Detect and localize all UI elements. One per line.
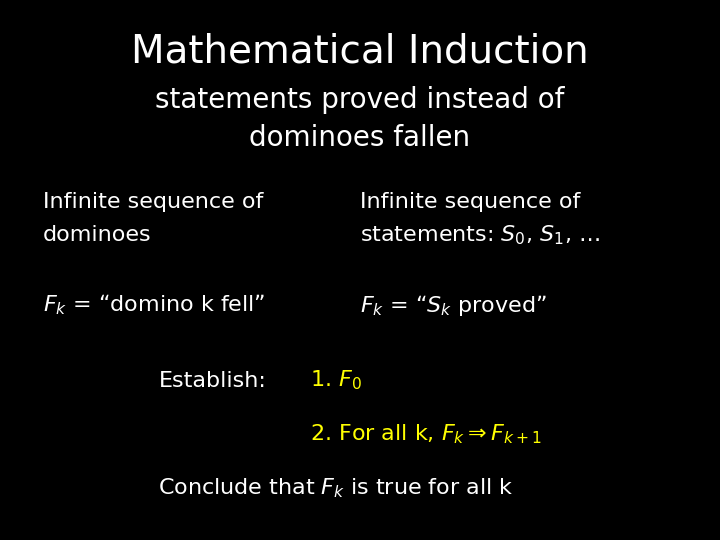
Text: Conclude that $F_k$ is true for all k: Conclude that $F_k$ is true for all k [158,477,514,501]
Text: Mathematical Induction: Mathematical Induction [131,32,589,70]
Text: Infinite sequence of: Infinite sequence of [43,192,264,213]
Text: Establish:: Establish: [158,370,266,391]
Text: Infinite sequence of: Infinite sequence of [360,192,580,213]
Text: $F_k$ = “$S_k$ proved”: $F_k$ = “$S_k$ proved” [360,293,547,318]
Text: $F_k$ = “domino k fell”: $F_k$ = “domino k fell” [43,293,266,318]
Text: 2. For all k, $F_k \Rightarrow F_{k+1}$: 2. For all k, $F_k \Rightarrow F_{k+1}$ [310,423,541,447]
Text: dominoes fallen: dominoes fallen [249,124,471,152]
Text: 1. $F_0$: 1. $F_0$ [310,369,361,393]
Text: dominoes: dominoes [43,225,152,245]
Text: statements proved instead of: statements proved instead of [156,86,564,114]
Text: statements: $S_0$, $S_1$, …: statements: $S_0$, $S_1$, … [360,223,600,247]
